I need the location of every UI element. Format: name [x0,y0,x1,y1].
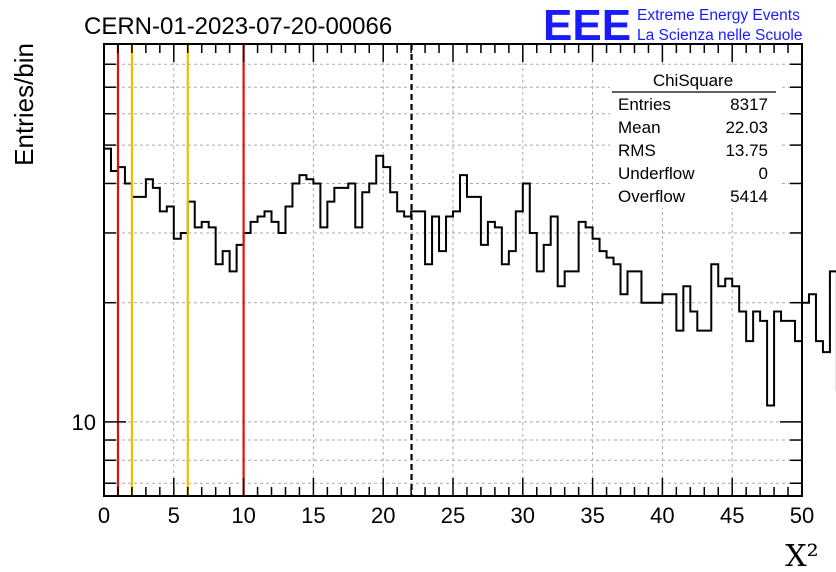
stats-box: ChiSquare Entries 8317 Mean 22.03 RMS 13.75 Un… [610,66,780,208]
x-tick-label: 25 [441,503,465,528]
x-tick-label: 45 [720,503,744,528]
eee-logo-line1: Extreme Energy Events [637,7,800,24]
x-tick-label: 35 [580,503,604,528]
ticks: 0 5 10 15 20 25 30 35 40 45 50 10 [72,44,814,528]
stats-rows: Entries 8317 Mean 22.03 RMS 13.75 Underflow 0 Ov… [618,95,768,206]
stats-row-label: Mean [618,118,661,137]
stats-row-label: Underflow [618,164,695,183]
stats-box-background [610,66,780,208]
y-tick-label: 10 [72,410,96,435]
stats-row-label: RMS [618,141,656,160]
x-tick-label: 0 [98,503,110,528]
stats-row-value: 13.75 [725,141,768,160]
stats-row-label: Entries [618,95,671,114]
stats-title: ChiSquare [653,71,733,90]
x-axis-label: X² [785,539,818,572]
histogram [104,147,836,407]
grid [104,44,802,496]
x-tick-label: 10 [231,503,255,528]
x-tick-label: 15 [301,503,325,528]
histogram-line [104,147,836,407]
x-tick-label: 20 [371,503,395,528]
x-tick-label: 50 [790,503,814,528]
eee-logo-mark: EEE [543,1,631,50]
stats-row-label: Overflow [618,187,686,206]
stats-row-value: 5414 [730,187,768,206]
eee-logo-line2: La Scienza nelle Scuole [637,27,802,44]
x-tick-label: 30 [511,503,535,528]
eee-logo: EEE Extreme Energy Events La Scienza nel… [543,1,802,50]
stats-row-value: 22.03 [725,118,768,137]
y-axis-label: Entries/bin [9,43,39,166]
stats-row-value: 8317 [730,95,768,114]
x-tick-label: 40 [650,503,674,528]
reference-lines [116,44,413,496]
x-tick-label: 5 [168,503,180,528]
stats-row-value: 0 [759,164,768,183]
run-title: CERN-01-2023-07-20-00066 [84,13,392,40]
